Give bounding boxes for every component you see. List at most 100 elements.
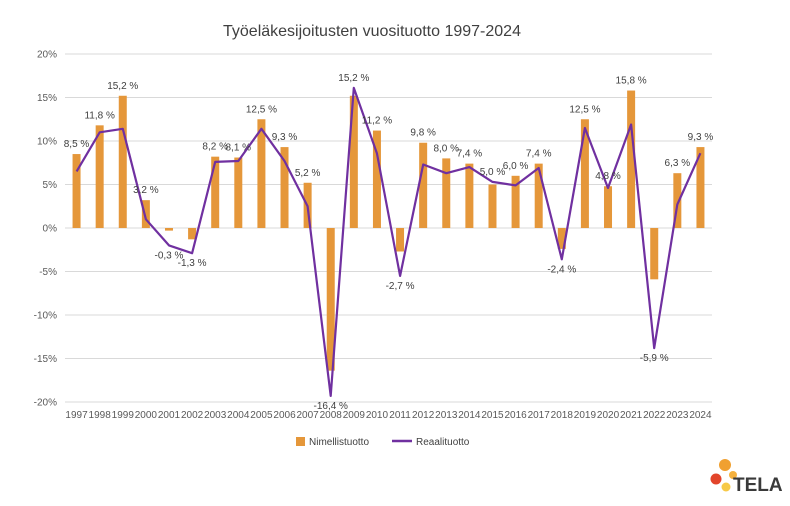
- x-tick-label: 2019: [574, 410, 597, 421]
- bar: [234, 157, 243, 228]
- legend: Nimellistuotto Reaalituotto: [296, 437, 470, 448]
- x-tick-label: 2014: [458, 410, 481, 421]
- logo-dot-orange-top: [719, 459, 731, 471]
- bar: [164, 228, 173, 231]
- x-tick-label: 2012: [412, 410, 435, 421]
- data-label: 8,1 %: [226, 143, 252, 154]
- logo-dot-red: [710, 473, 722, 485]
- y-axis: -20% -15% -10% -5% 0% 5% 10% 15% 20%: [34, 50, 57, 409]
- bar: [673, 173, 682, 228]
- real-return-line: [75, 86, 702, 397]
- x-tick-label: 1999: [112, 410, 135, 421]
- data-label: -2,7 %: [386, 281, 415, 292]
- legend-label-real: Reaalituotto: [416, 437, 470, 448]
- data-label: 12,5 %: [246, 104, 277, 115]
- bar: [627, 90, 636, 228]
- x-tick-label: 2008: [320, 410, 343, 421]
- data-label: -16,4 %: [313, 401, 348, 412]
- data-label: -1,3 %: [178, 258, 207, 269]
- y-tick-label: -10%: [34, 311, 57, 322]
- bar: [211, 156, 220, 228]
- bar: [372, 130, 381, 228]
- x-tick-label: 2017: [528, 410, 551, 421]
- data-label: 9,8 %: [410, 128, 436, 139]
- data-label: 15,8 %: [616, 76, 647, 87]
- y-tick-label: -20%: [34, 398, 57, 409]
- y-tick-label: 0%: [43, 224, 58, 235]
- bar: [72, 154, 81, 228]
- bar: [349, 95, 358, 228]
- y-tick-label: 20%: [37, 50, 57, 61]
- x-tick-label: 2009: [343, 410, 366, 421]
- data-label: 11,8 %: [84, 110, 114, 121]
- bar: [141, 200, 150, 228]
- x-tick-label: 2004: [227, 410, 250, 421]
- y-tick-label: 10%: [37, 137, 57, 148]
- x-tick-label: 2003: [204, 410, 227, 421]
- bar: [696, 147, 705, 228]
- x-tick-label: 2018: [551, 410, 574, 421]
- x-tick-label: 2000: [135, 410, 158, 421]
- data-label: 3,2 %: [133, 185, 159, 196]
- logo-dot-yellow: [721, 482, 731, 492]
- x-tick-label: 2024: [689, 410, 712, 421]
- bar: [604, 186, 613, 228]
- data-label: -5,9 %: [640, 353, 669, 364]
- bar: [326, 228, 335, 371]
- bar: [534, 163, 543, 228]
- x-tick-label: 2002: [181, 410, 204, 421]
- bar: [488, 184, 497, 228]
- x-tick-label: 1998: [89, 410, 112, 421]
- data-label: 8,5 %: [64, 139, 90, 150]
- legend-label-nominal: Nimellistuotto: [309, 437, 369, 448]
- x-tick-label: 2015: [481, 410, 504, 421]
- x-tick-label: 2011: [389, 410, 411, 421]
- bar: [557, 228, 566, 249]
- data-labels: 8,5 %11,8 %15,2 %3,2 %-0,3 %-1,3 %8,2 %8…: [64, 73, 714, 412]
- bar: [580, 119, 589, 228]
- bar: [465, 163, 474, 228]
- data-label: -2,4 %: [547, 264, 576, 275]
- data-label: 8,2 %: [202, 142, 228, 153]
- x-tick-label: 2006: [273, 410, 296, 421]
- y-tick-label: -15%: [34, 354, 57, 365]
- y-tick-label: 5%: [43, 180, 58, 191]
- logo-dot-orange-small: [729, 471, 737, 479]
- data-label: -0,3 %: [155, 250, 184, 261]
- bar: [257, 119, 266, 228]
- data-label: 12,5 %: [569, 104, 600, 115]
- data-label: 7,4 %: [457, 149, 483, 160]
- data-label: 5,0 %: [480, 167, 506, 178]
- data-label: 11,2 %: [362, 116, 392, 127]
- data-label: 9,3 %: [272, 132, 298, 143]
- x-tick-label: 2020: [597, 410, 620, 421]
- y-tick-label: -5%: [39, 267, 57, 278]
- x-tick-label: 1997: [65, 410, 88, 421]
- data-label: 7,4 %: [526, 149, 552, 160]
- data-label: 6,3 %: [665, 158, 691, 169]
- bar: [419, 142, 428, 228]
- x-tick-label: 2021: [620, 410, 643, 421]
- legend-swatch-nominal: [296, 437, 305, 446]
- x-axis: 1997 1998 1999 2000 2001 2002 2003 2004 2005 2006…: [65, 410, 712, 421]
- data-label: 8,0 %: [433, 143, 459, 154]
- bar: [95, 125, 104, 228]
- x-tick-label: 2010: [366, 410, 389, 421]
- bar: [280, 147, 289, 228]
- logo-text: TELA: [733, 475, 783, 496]
- data-label: 5,2 %: [295, 168, 321, 179]
- chart-title: Työeläkesijoitusten vuosituotto 1997-202…: [223, 23, 521, 40]
- gridlines: [65, 53, 712, 403]
- data-label: 6,0 %: [503, 161, 529, 172]
- bar: [396, 228, 405, 252]
- x-tick-label: 2023: [666, 410, 689, 421]
- line-series: [75, 86, 702, 397]
- bar: [118, 95, 127, 228]
- bar-series: [72, 90, 705, 371]
- bar: [442, 158, 451, 228]
- data-label: 15,2 %: [107, 81, 138, 92]
- data-label: 15,2 %: [338, 73, 369, 84]
- y-tick-label: 15%: [37, 93, 57, 104]
- data-label: 9,3 %: [688, 132, 714, 143]
